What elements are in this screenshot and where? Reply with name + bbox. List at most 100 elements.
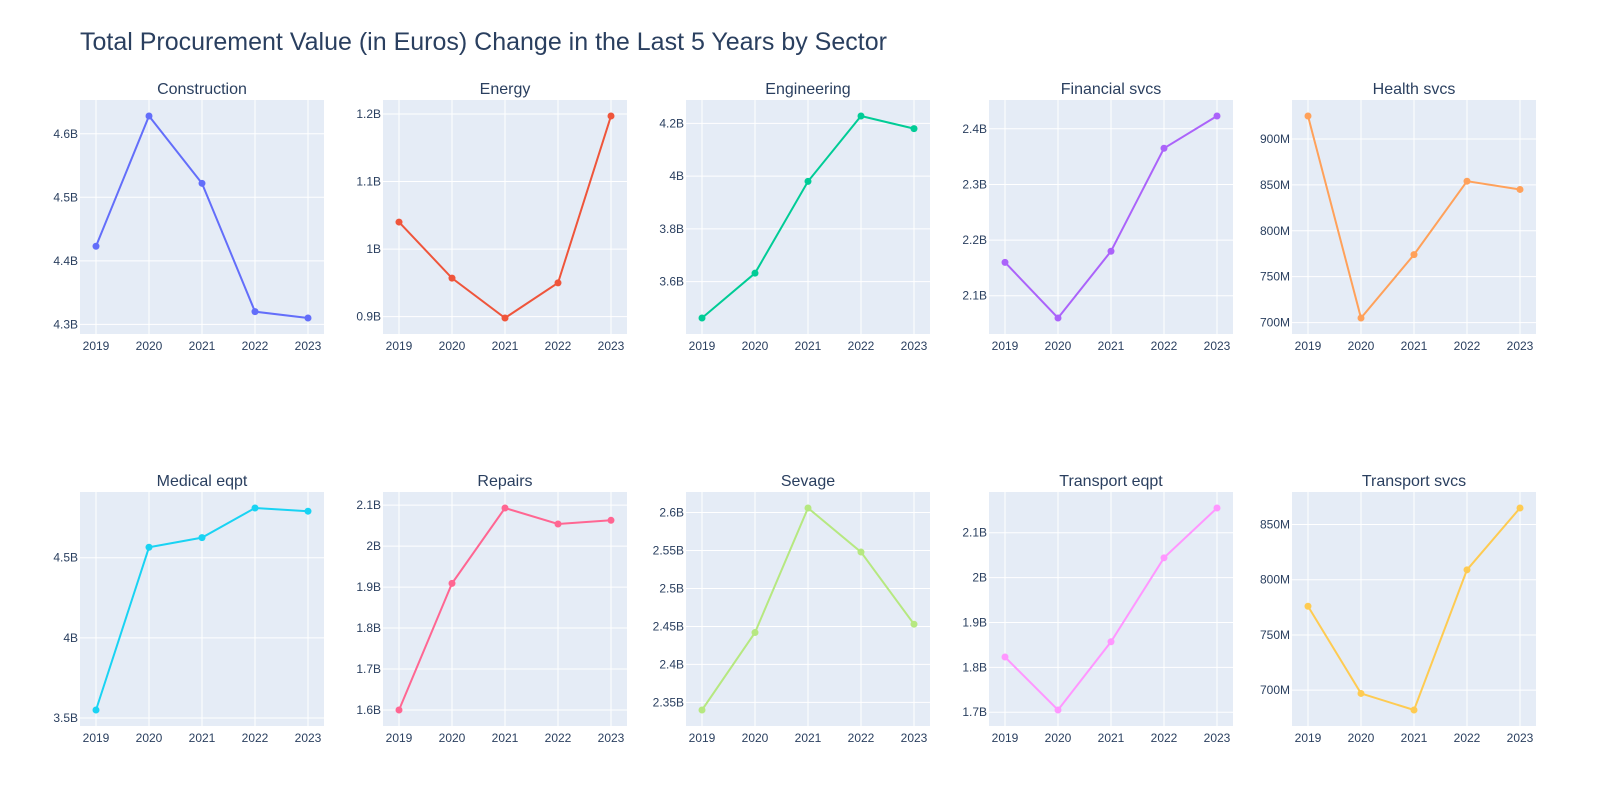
y-tick-label: 4B (669, 169, 684, 183)
data-point (804, 177, 812, 185)
x-tick-label: 2021 (1098, 731, 1125, 745)
y-tick-label: 750M (1260, 270, 1290, 284)
x-tick-label: 2021 (795, 339, 822, 353)
y-tick-label: 800M (1260, 573, 1290, 587)
data-point (1054, 706, 1062, 714)
data-point (92, 242, 100, 250)
y-tick-label: 2.55B (653, 544, 684, 558)
x-tick-label: 2023 (1204, 731, 1231, 745)
data-point (751, 629, 759, 637)
y-tick-label: 900M (1260, 132, 1290, 146)
subplot-repairs: 1.6B 1.7B 1.8B 1.9B 2B 2.1B 2019 2020 2021 2022 20… (356, 473, 627, 745)
x-tick-label: 2022 (1454, 731, 1481, 745)
data-point (448, 579, 456, 587)
data-point (1213, 504, 1221, 512)
data-point (145, 112, 153, 120)
x-tick-label: 2020 (136, 339, 163, 353)
x-tick-label: 2023 (901, 731, 928, 745)
y-tick-label: 4.5B (53, 551, 78, 565)
chart-title: Total Procurement Value (in Euros) Chang… (80, 28, 887, 56)
y-tick-label: 4.4B (53, 254, 78, 268)
x-tick-label: 2021 (795, 731, 822, 745)
data-point (304, 507, 312, 515)
subplot-transport-svcs: 700M 750M 800M 850M 2019 2020 2021 2022 2023 Tran… (1260, 473, 1536, 745)
subplot-title: Financial svcs (1061, 81, 1161, 98)
y-tick-label: 850M (1260, 178, 1290, 192)
y-tick-label: 1B (366, 242, 381, 256)
subplot-title: Transport eqpt (1059, 473, 1163, 490)
data-point (1054, 314, 1062, 322)
y-tick-label: 700M (1260, 316, 1290, 330)
data-point (1160, 554, 1168, 562)
data-point (1304, 112, 1312, 120)
y-tick-label: 1.1B (356, 175, 381, 189)
x-tick-label: 2023 (295, 339, 322, 353)
data-point (751, 269, 759, 277)
y-tick-label: 1.9B (962, 615, 987, 629)
x-tick-label: 2020 (1348, 731, 1375, 745)
x-tick-label: 2022 (242, 339, 269, 353)
x-tick-label: 2021 (189, 731, 216, 745)
x-tick-label: 2019 (992, 339, 1019, 353)
subplot-title: Repairs (477, 473, 532, 490)
x-tick-label: 2022 (545, 731, 572, 745)
y-tick-label: 1.8B (962, 660, 987, 674)
data-point (1357, 314, 1365, 322)
x-tick-label: 2020 (742, 731, 769, 745)
x-tick-label: 2019 (689, 339, 716, 353)
data-point (1304, 602, 1312, 610)
x-tick-label: 2022 (545, 339, 572, 353)
data-point (251, 308, 259, 316)
x-tick-label: 2019 (386, 339, 413, 353)
x-tick-label: 2021 (189, 339, 216, 353)
data-point (1463, 177, 1471, 185)
subplot-engineering: 3.6B 3.8B 4B 4.2B 2019 2020 2021 2022 2023 Engine… (659, 81, 930, 353)
x-tick-label: 2020 (1045, 339, 1072, 353)
x-tick-label: 2019 (1295, 339, 1322, 353)
x-tick-label: 2021 (1401, 731, 1428, 745)
y-tick-label: 2B (366, 539, 381, 553)
data-point (251, 504, 259, 512)
data-point (804, 504, 812, 512)
x-tick-label: 2022 (242, 731, 269, 745)
x-tick-label: 2023 (1204, 339, 1231, 353)
x-tick-label: 2023 (1507, 339, 1534, 353)
y-tick-label: 2.4B (962, 122, 987, 136)
y-tick-label: 1.7B (356, 662, 381, 676)
x-tick-label: 2021 (492, 339, 519, 353)
x-tick-label: 2019 (689, 731, 716, 745)
y-tick-label: 1.7B (962, 705, 987, 719)
y-tick-label: 2.1B (356, 498, 381, 512)
y-tick-label: 2B (972, 571, 987, 585)
y-tick-label: 2.35B (653, 695, 684, 709)
y-tick-label: 750M (1260, 628, 1290, 642)
subplot-sevage: 2.35B 2.4B 2.45B 2.5B 2.55B 2.6B 2019 2020 2021 2… (653, 473, 930, 745)
y-tick-label: 3.6B (659, 275, 684, 289)
x-tick-label: 2022 (848, 339, 875, 353)
data-point (1001, 258, 1009, 266)
y-tick-label: 4.3B (53, 317, 78, 331)
subplot-title: Construction (157, 81, 247, 98)
data-point (1001, 653, 1009, 661)
data-point (1410, 706, 1418, 714)
data-point (92, 706, 100, 714)
x-tick-label: 2019 (992, 731, 1019, 745)
y-tick-label: 1.2B (356, 107, 381, 121)
y-tick-label: 850M (1260, 518, 1290, 532)
x-tick-label: 2021 (1401, 339, 1428, 353)
y-tick-label: 3.5B (53, 711, 78, 725)
subplots-grid: 4.3B 4.4B 4.5B 4.6B 2019 2020 2021 2022 2023 Cons… (53, 81, 1536, 745)
data-point (1357, 689, 1365, 697)
data-point (607, 112, 615, 120)
data-point (395, 218, 403, 226)
x-tick-label: 2020 (439, 339, 466, 353)
x-tick-label: 2023 (598, 731, 625, 745)
data-point (910, 125, 918, 133)
y-tick-label: 2.5B (659, 581, 684, 595)
data-point (554, 520, 562, 528)
x-tick-label: 2022 (848, 731, 875, 745)
data-point (304, 314, 312, 322)
x-tick-label: 2020 (742, 339, 769, 353)
x-tick-label: 2022 (1454, 339, 1481, 353)
